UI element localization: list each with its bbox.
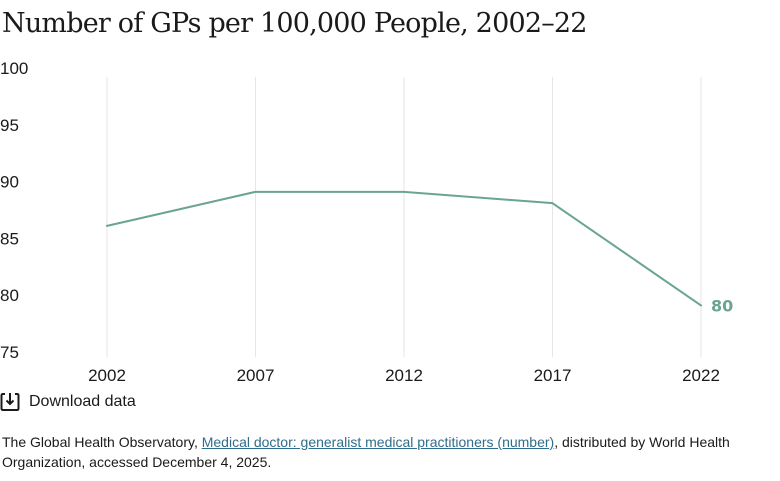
source-text-before: The Global Health Observatory,	[2, 434, 202, 450]
data-point	[105, 223, 110, 228]
series-line	[106, 190, 702, 307]
series-layer: 80	[105, 189, 733, 315]
data-point	[402, 189, 407, 194]
y-tick-label: 100	[0, 59, 28, 78]
y-tick-label: 90	[0, 173, 19, 192]
source-text-after: , distributed by World Health Organizati…	[2, 434, 730, 470]
y-tick-label: 80	[0, 286, 19, 305]
download-data-button[interactable]: Download data	[0, 390, 136, 414]
y-axis-ticks: 100 95 90 85 80 75	[0, 59, 28, 362]
data-point	[550, 201, 555, 206]
data-point	[253, 189, 258, 194]
source-link[interactable]: Medical doctor: generalist medical pract…	[201, 434, 555, 450]
grid-lines	[106, 77, 702, 357]
download-label: Download data	[29, 393, 136, 410]
y-tick-label: 75	[0, 343, 19, 362]
y-tick-label: 95	[0, 116, 19, 135]
x-tick-label: 2017	[534, 366, 572, 385]
x-tick-label: 2022	[682, 366, 720, 385]
line-chart: 100 95 90 85 80 75 2002 2007 2012 2017 2022 80	[0, 59, 733, 385]
source-note: The Global Health Observatory, Medical d…	[2, 432, 772, 472]
x-tick-label: 2012	[385, 366, 423, 385]
download-icon	[0, 392, 20, 412]
x-axis-ticks: 2002 2007 2012 2017 2022	[88, 366, 720, 385]
chart-title: Number of GPs per 100,000 People, 2002–2…	[2, 8, 587, 39]
x-tick-label: 2002	[88, 366, 126, 385]
data-point	[699, 303, 704, 308]
end-value-label: 80	[711, 296, 733, 315]
y-tick-label: 85	[0, 229, 19, 248]
x-tick-label: 2007	[237, 366, 275, 385]
